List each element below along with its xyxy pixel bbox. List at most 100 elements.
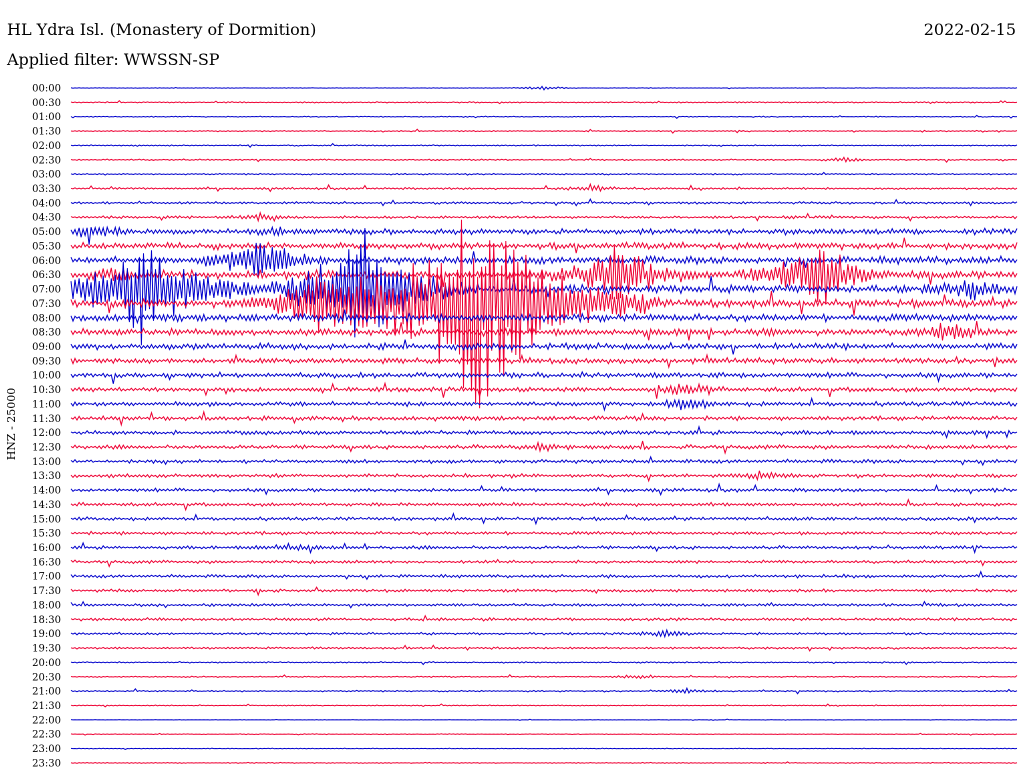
trace-line <box>70 339 1018 355</box>
trace-line <box>70 100 1018 105</box>
trace-line <box>70 570 1018 581</box>
time-label: 06:00 <box>32 256 61 267</box>
time-label: 00:00 <box>32 84 61 95</box>
time-label: 19:30 <box>32 644 61 655</box>
trace-line <box>70 424 1018 440</box>
trace-line <box>70 128 1018 134</box>
time-label: 20:00 <box>32 658 61 669</box>
trace-line <box>70 211 1018 223</box>
trace-line <box>70 661 1018 666</box>
time-label: 01:30 <box>32 127 61 138</box>
trace-line <box>70 558 1018 568</box>
time-label: 21:00 <box>32 687 61 698</box>
trace-line <box>70 498 1018 512</box>
time-label: 00:30 <box>32 98 61 109</box>
time-label: 03:00 <box>32 170 61 181</box>
trace-line <box>70 156 1018 164</box>
trace-line <box>70 242 1018 277</box>
time-label: 19:00 <box>32 629 61 640</box>
trace-line <box>70 512 1018 526</box>
time-label: 16:00 <box>32 543 61 554</box>
trace-line <box>70 674 1018 680</box>
trace-line <box>70 703 1018 708</box>
trace-line <box>70 142 1018 148</box>
time-label: 05:00 <box>32 227 61 238</box>
trace-line <box>70 440 1018 455</box>
time-label: 21:30 <box>32 701 61 712</box>
time-label: 20:30 <box>32 672 61 683</box>
trace-line <box>70 219 1018 409</box>
time-label: 09:00 <box>32 342 61 353</box>
trace-line <box>70 171 1018 176</box>
time-label: 14:30 <box>32 500 61 511</box>
time-label: 02:30 <box>32 155 61 166</box>
trace-line <box>70 245 1018 305</box>
trace-line <box>70 381 1018 399</box>
time-label: 07:30 <box>32 299 61 310</box>
trace-line <box>70 600 1018 609</box>
trace-line <box>70 396 1018 412</box>
filter-label: Applied filter: WWSSN-SP <box>7 50 220 69</box>
trace-line <box>70 541 1018 555</box>
time-label: 01:00 <box>32 112 61 123</box>
trace-line <box>70 114 1018 119</box>
time-label: 17:00 <box>32 572 61 583</box>
time-label: 08:30 <box>32 328 61 339</box>
time-label: 02:00 <box>32 141 61 152</box>
time-label: 07:00 <box>32 285 61 296</box>
trace-line <box>70 85 1018 91</box>
trace-line <box>70 747 1018 751</box>
trace-line <box>70 182 1018 193</box>
time-label: 22:30 <box>32 730 61 741</box>
time-label: 15:30 <box>32 529 61 540</box>
trace-line <box>70 470 1018 483</box>
trace-line <box>70 614 1018 622</box>
trace-line <box>70 718 1018 721</box>
traces <box>70 85 1018 764</box>
trace-line <box>70 228 1018 346</box>
time-label: 11:00 <box>32 399 61 410</box>
trace-line <box>70 761 1018 764</box>
channel-label-text: HNZ - 25000 <box>5 388 18 461</box>
time-label: 17:30 <box>32 586 61 597</box>
time-label: 12:00 <box>32 428 61 439</box>
trace-line <box>70 197 1018 207</box>
time-label: 18:30 <box>32 615 61 626</box>
time-label: 04:00 <box>32 198 61 209</box>
trace-line <box>70 586 1018 597</box>
trace-line <box>70 321 1018 341</box>
trace-line <box>70 409 1018 427</box>
time-label: 13:30 <box>32 471 61 482</box>
trace-line <box>70 686 1018 695</box>
trace-line <box>70 309 1018 325</box>
time-label: 08:00 <box>32 313 61 324</box>
time-label: 13:00 <box>32 457 61 468</box>
trace-line <box>70 237 1018 254</box>
trace-line <box>70 732 1018 736</box>
time-label: 23:00 <box>32 744 61 755</box>
time-label: 15:00 <box>32 514 61 525</box>
trace-line <box>70 644 1018 652</box>
station-title: HL Ydra Isl. (Monastery of Dormition) <box>7 20 317 39</box>
trace-line <box>70 530 1018 536</box>
trace-line <box>70 628 1018 639</box>
time-label: 10:00 <box>32 371 61 382</box>
time-label: 06:30 <box>32 270 61 281</box>
time-label: 10:30 <box>32 385 61 396</box>
trace-line <box>70 482 1018 497</box>
time-label: 11:30 <box>32 414 61 425</box>
record-date: 2022-02-15 <box>923 20 1016 39</box>
time-label: 12:30 <box>32 443 61 454</box>
time-label: 03:30 <box>32 184 61 195</box>
channel-label: HNZ - 25000 <box>5 388 18 461</box>
time-label: 04:30 <box>32 213 61 224</box>
time-label: 22:00 <box>32 715 61 726</box>
time-label: 05:30 <box>32 241 61 252</box>
trace-line <box>70 370 1018 384</box>
trace-line <box>70 353 1018 370</box>
trace-line <box>70 225 1018 245</box>
trace-line <box>70 455 1018 467</box>
time-label: 23:30 <box>32 758 61 769</box>
time-label: 16:30 <box>32 557 61 568</box>
